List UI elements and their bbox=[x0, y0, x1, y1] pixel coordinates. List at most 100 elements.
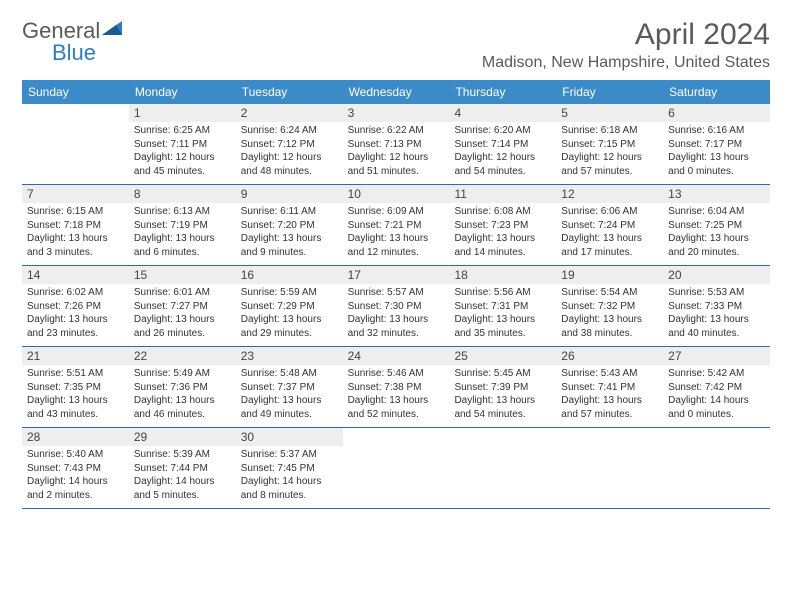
day-number: 11 bbox=[449, 185, 556, 203]
calendar-cell: 3Sunrise: 6:22 AMSunset: 7:13 PMDaylight… bbox=[343, 104, 450, 184]
calendar-cell: 13 Sunrise: 6:04 AMSunset: 7:25 PMDayligh… bbox=[663, 185, 770, 265]
day-info: Sunrise: 6:18 AMSunset: 7:15 PMDaylight:… bbox=[561, 124, 658, 178]
day-number: 5 bbox=[556, 104, 663, 122]
day-number: 29 bbox=[129, 428, 236, 446]
day-number: 18 bbox=[449, 266, 556, 284]
calendar-row: 14 Sunrise: 6:02 AMSunset: 7:26 PMDayligh… bbox=[22, 266, 770, 347]
day-header-tuesday: Tuesday bbox=[236, 80, 343, 104]
day-info: Sunrise: 6:11 AMSunset: 7:20 PMDaylight:… bbox=[241, 205, 338, 259]
day-info: Sunrise: 6:22 AMSunset: 7:13 PMDaylight:… bbox=[348, 124, 445, 178]
day-number: 1 bbox=[129, 104, 236, 122]
day-number: 4 bbox=[449, 104, 556, 122]
calendar-cell: 19Sunrise: 5:54 AMSunset: 7:32 PMDayligh… bbox=[556, 266, 663, 346]
calendar-cell: 28 Sunrise: 5:40 AMSunset: 7:43 PMDayligh… bbox=[22, 428, 129, 508]
calendar-cell: 8Sunrise: 6:13 AMSunset: 7:19 PMDaylight… bbox=[129, 185, 236, 265]
calendar-header-row: SundayMondayTuesdayWednesdayThursdayFrid… bbox=[22, 80, 770, 104]
day-number: 23 bbox=[236, 347, 343, 365]
header: General Blue April 2024 Madison, New Ham… bbox=[22, 18, 770, 72]
day-header-friday: Friday bbox=[556, 80, 663, 104]
calendar-cell: 27 Sunrise: 5:42 AMSunset: 7:42 PMDayligh… bbox=[663, 347, 770, 427]
day-number: 28 bbox=[22, 428, 129, 446]
day-info: Sunrise: 5:43 AMSunset: 7:41 PMDaylight:… bbox=[561, 367, 658, 421]
day-info: Sunrise: 5:49 AMSunset: 7:36 PMDaylight:… bbox=[134, 367, 231, 421]
calendar-cell: 30 Sunrise: 5:37 AMSunset: 7:45 PMDayligh… bbox=[236, 428, 343, 508]
day-info: Sunrise: 5:39 AMSunset: 7:44 PMDaylight:… bbox=[134, 448, 231, 502]
calendar-cell: 15 Sunrise: 6:01 AMSunset: 7:27 PMDayligh… bbox=[129, 266, 236, 346]
calendar-cell-blank bbox=[449, 428, 556, 508]
calendar-cell-blank bbox=[343, 428, 450, 508]
day-number: 24 bbox=[343, 347, 450, 365]
calendar-cell: 26 Sunrise: 5:43 AMSunset: 7:41 PMDayligh… bbox=[556, 347, 663, 427]
calendar-cell: 23 Sunrise: 5:48 AMSunset: 7:37 PMDayligh… bbox=[236, 347, 343, 427]
day-number: 27 bbox=[663, 347, 770, 365]
location: Madison, New Hampshire, United States bbox=[482, 54, 770, 72]
day-number: 9 bbox=[236, 185, 343, 203]
calendar-cell: 4Sunrise: 6:20 AMSunset: 7:14 PMDaylight… bbox=[449, 104, 556, 184]
calendar-cell: 7 Sunrise: 6:15 AMSunset: 7:18 PMDaylight… bbox=[22, 185, 129, 265]
calendar-cell-blank bbox=[556, 428, 663, 508]
calendar-row: 21 Sunrise: 5:51 AMSunset: 7:35 PMDayligh… bbox=[22, 347, 770, 428]
day-header-thursday: Thursday bbox=[449, 80, 556, 104]
calendar-cell: 9 Sunrise: 6:11 AMSunset: 7:20 PMDaylight… bbox=[236, 185, 343, 265]
calendar-cell: 25Sunrise: 5:45 AMSunset: 7:39 PMDayligh… bbox=[449, 347, 556, 427]
calendar-cell: 20 Sunrise: 5:53 AMSunset: 7:33 PMDayligh… bbox=[663, 266, 770, 346]
day-header-saturday: Saturday bbox=[663, 80, 770, 104]
calendar-cell: 11 Sunrise: 6:08 AMSunset: 7:23 PMDayligh… bbox=[449, 185, 556, 265]
day-info: Sunrise: 5:37 AMSunset: 7:45 PMDaylight:… bbox=[241, 448, 338, 502]
calendar-cell: 5 Sunrise: 6:18 AMSunset: 7:15 PMDaylight… bbox=[556, 104, 663, 184]
day-info: Sunrise: 6:04 AMSunset: 7:25 PMDaylight:… bbox=[668, 205, 765, 259]
calendar-cell: 24 Sunrise: 5:46 AMSunset: 7:38 PMDayligh… bbox=[343, 347, 450, 427]
day-info: Sunrise: 5:46 AMSunset: 7:38 PMDaylight:… bbox=[348, 367, 445, 421]
day-info: Sunrise: 6:06 AMSunset: 7:24 PMDaylight:… bbox=[561, 205, 658, 259]
calendar-cell: 18Sunrise: 5:56 AMSunset: 7:31 PMDayligh… bbox=[449, 266, 556, 346]
day-info: Sunrise: 5:53 AMSunset: 7:33 PMDaylight:… bbox=[668, 286, 765, 340]
day-info: Sunrise: 5:54 AMSunset: 7:32 PMDaylight:… bbox=[561, 286, 658, 340]
calendar-cell: 16Sunrise: 5:59 AMSunset: 7:29 PMDayligh… bbox=[236, 266, 343, 346]
day-info: Sunrise: 5:40 AMSunset: 7:43 PMDaylight:… bbox=[27, 448, 124, 502]
title-block: April 2024 Madison, New Hampshire, Unite… bbox=[482, 18, 770, 72]
day-header-sunday: Sunday bbox=[22, 80, 129, 104]
day-number: 30 bbox=[236, 428, 343, 446]
day-info: Sunrise: 5:48 AMSunset: 7:37 PMDaylight:… bbox=[241, 367, 338, 421]
day-number: 26 bbox=[556, 347, 663, 365]
day-number: 16 bbox=[236, 266, 343, 284]
day-info: Sunrise: 6:08 AMSunset: 7:23 PMDaylight:… bbox=[454, 205, 551, 259]
calendar-row: 1 Sunrise: 6:25 AMSunset: 7:11 PMDaylight… bbox=[22, 104, 770, 185]
day-info: Sunrise: 6:13 AMSunset: 7:19 PMDaylight:… bbox=[134, 205, 231, 259]
triangle-icon bbox=[102, 21, 126, 42]
calendar-cell: 21 Sunrise: 5:51 AMSunset: 7:35 PMDayligh… bbox=[22, 347, 129, 427]
day-number: 25 bbox=[449, 347, 556, 365]
day-number: 13 bbox=[663, 185, 770, 203]
calendar-cell: 1 Sunrise: 6:25 AMSunset: 7:11 PMDaylight… bbox=[129, 104, 236, 184]
logo: General Blue bbox=[22, 18, 128, 44]
day-info: Sunrise: 6:01 AMSunset: 7:27 PMDaylight:… bbox=[134, 286, 231, 340]
day-number: 20 bbox=[663, 266, 770, 284]
calendar-row: 7 Sunrise: 6:15 AMSunset: 7:18 PMDaylight… bbox=[22, 185, 770, 266]
day-number: 10 bbox=[343, 185, 450, 203]
day-number: 6 bbox=[663, 104, 770, 122]
day-number: 17 bbox=[343, 266, 450, 284]
day-info: Sunrise: 6:25 AMSunset: 7:11 PMDaylight:… bbox=[134, 124, 231, 178]
day-info: Sunrise: 6:16 AMSunset: 7:17 PMDaylight:… bbox=[668, 124, 765, 178]
day-info: Sunrise: 6:02 AMSunset: 7:26 PMDaylight:… bbox=[27, 286, 124, 340]
day-info: Sunrise: 5:51 AMSunset: 7:35 PMDaylight:… bbox=[27, 367, 124, 421]
day-number: 22 bbox=[129, 347, 236, 365]
calendar-cell: 6 Sunrise: 6:16 AMSunset: 7:17 PMDaylight… bbox=[663, 104, 770, 184]
day-info: Sunrise: 5:42 AMSunset: 7:42 PMDaylight:… bbox=[668, 367, 765, 421]
calendar: SundayMondayTuesdayWednesdayThursdayFrid… bbox=[22, 80, 770, 509]
calendar-cell-blank bbox=[663, 428, 770, 508]
day-info: Sunrise: 6:09 AMSunset: 7:21 PMDaylight:… bbox=[348, 205, 445, 259]
day-number: 2 bbox=[236, 104, 343, 122]
day-number: 21 bbox=[22, 347, 129, 365]
day-number: 7 bbox=[22, 185, 129, 203]
day-number: 14 bbox=[22, 266, 129, 284]
calendar-cell: 29 Sunrise: 5:39 AMSunset: 7:44 PMDayligh… bbox=[129, 428, 236, 508]
day-info: Sunrise: 6:24 AMSunset: 7:12 PMDaylight:… bbox=[241, 124, 338, 178]
day-number: 15 bbox=[129, 266, 236, 284]
day-info: Sunrise: 5:57 AMSunset: 7:30 PMDaylight:… bbox=[348, 286, 445, 340]
day-info: Sunrise: 6:15 AMSunset: 7:18 PMDaylight:… bbox=[27, 205, 124, 259]
month-title: April 2024 bbox=[482, 18, 770, 52]
logo-text-2: Blue bbox=[52, 40, 96, 66]
day-number: 12 bbox=[556, 185, 663, 203]
calendar-row: 28 Sunrise: 5:40 AMSunset: 7:43 PMDayligh… bbox=[22, 428, 770, 509]
